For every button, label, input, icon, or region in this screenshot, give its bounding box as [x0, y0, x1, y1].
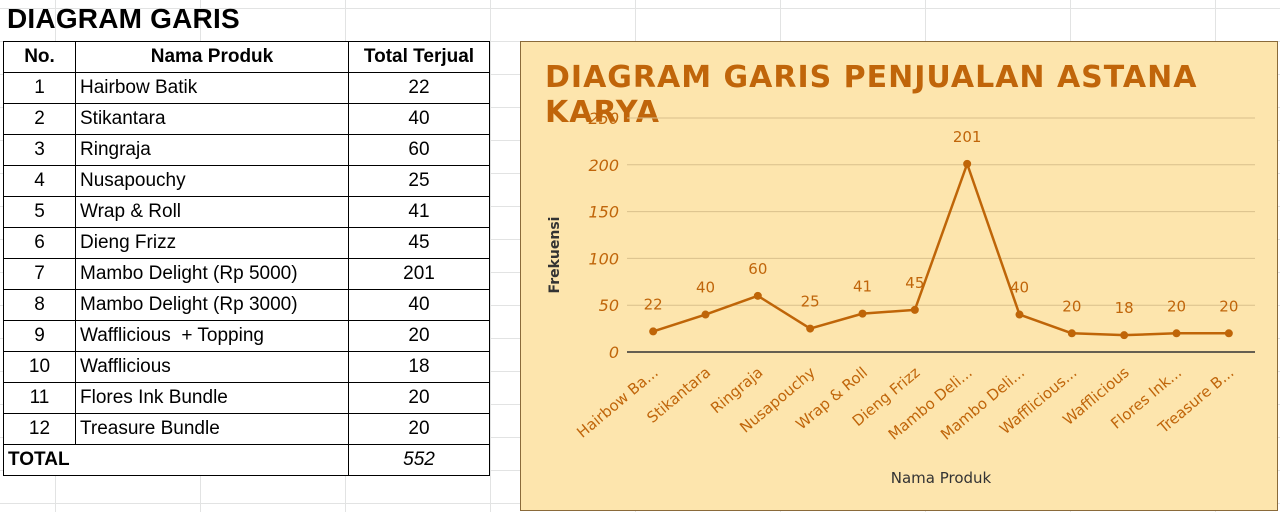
cell-product[interactable]: Flores Ink Bundle	[75, 382, 349, 414]
y-tick-label: 100	[588, 249, 619, 268]
data-label: 60	[748, 260, 767, 278]
x-tick-label: Hairbow Ba...	[573, 363, 661, 441]
data-label: 45	[905, 274, 924, 292]
cell-total[interactable]: 40	[348, 289, 490, 321]
header-no[interactable]: No.	[3, 41, 76, 73]
chart-title: DIAGRAM GARIS PENJUALAN ASTANA KARYA	[545, 60, 1198, 130]
table-row: 5 Wrap & Roll 41	[3, 196, 490, 228]
table-header-row: No. Nama Produk Total Terjual	[3, 41, 490, 73]
data-point	[1172, 329, 1181, 338]
cell-total[interactable]: 20	[348, 320, 490, 352]
cell-product[interactable]: Hairbow Batik	[75, 72, 349, 104]
cell-total[interactable]: 22	[348, 72, 490, 104]
data-label: 20	[1062, 297, 1081, 315]
table-row: 11 Flores Ink Bundle 20	[3, 382, 490, 414]
data-point	[806, 324, 815, 333]
table-row: 9 Wafflicious + Topping 20	[3, 320, 490, 352]
y-tick-label: 250	[588, 109, 619, 128]
table-total-row: TOTAL 552	[3, 444, 490, 476]
data-point	[1015, 310, 1024, 319]
table-row: 12 Treasure Bundle 20	[3, 413, 490, 445]
x-axis-label: Nama Produk	[891, 469, 992, 487]
data-point	[1120, 331, 1129, 340]
cell-no[interactable]: 12	[3, 413, 76, 445]
data-point	[963, 159, 972, 168]
total-label[interactable]: TOTAL	[3, 444, 349, 476]
cell-product[interactable]: Wafflicious + Topping	[75, 320, 349, 352]
total-value[interactable]: 552	[348, 444, 490, 476]
data-point	[649, 327, 658, 336]
data-label: 20	[1219, 297, 1238, 315]
table-row: 8 Mambo Delight (Rp 3000) 40	[3, 289, 490, 321]
cell-product[interactable]: Ringraja	[75, 134, 349, 166]
data-label: 201	[953, 128, 982, 146]
cell-product[interactable]: Stikantara	[75, 103, 349, 135]
cell-no[interactable]: 11	[3, 382, 76, 414]
chart-plot: 0 50 100 150 200 250 Frekuensi Nama Produk 22 40 6…	[547, 109, 1255, 487]
header-total-sold[interactable]: Total Terjual	[348, 41, 490, 73]
cell-no[interactable]: 5	[3, 196, 76, 228]
cell-total[interactable]: 25	[348, 165, 490, 197]
table-row: 6 Dieng Frizz 45	[3, 227, 490, 259]
y-tick-label: 0	[609, 343, 619, 362]
data-label: 20	[1167, 297, 1186, 315]
data-point	[910, 305, 919, 314]
cell-total[interactable]: 201	[348, 258, 490, 290]
data-point	[753, 291, 762, 300]
data-label: 18	[1115, 299, 1134, 317]
cell-no[interactable]: 10	[3, 351, 76, 383]
cell-total[interactable]: 20	[348, 382, 490, 414]
sheet-title: DIAGRAM GARIS	[7, 3, 240, 34]
cell-no[interactable]: 4	[3, 165, 76, 197]
data-label: 40	[1010, 279, 1029, 297]
data-label: 40	[696, 279, 715, 297]
cell-total[interactable]: 18	[348, 351, 490, 383]
data-point	[858, 309, 867, 318]
table-row: 10 Wafflicious 18	[3, 351, 490, 383]
table-row: 4 Nusapouchy 25	[3, 165, 490, 197]
cell-total[interactable]: 45	[348, 227, 490, 259]
data-point	[701, 310, 710, 319]
data-label: 22	[644, 295, 663, 313]
data-point	[1224, 329, 1233, 338]
cell-product[interactable]: Nusapouchy	[75, 165, 349, 197]
cell-total[interactable]: 40	[348, 103, 490, 135]
series-line	[652, 162, 1229, 337]
y-tick-label: 150	[588, 203, 619, 222]
cell-total[interactable]: 20	[348, 413, 490, 445]
y-tick-label: 200	[588, 156, 619, 175]
cell-no[interactable]: 9	[3, 320, 76, 352]
cell-product[interactable]: Mambo Delight (Rp 5000)	[75, 258, 349, 290]
cell-product[interactable]: Wrap & Roll	[75, 196, 349, 228]
cell-product[interactable]: Dieng Frizz	[75, 227, 349, 259]
cell-no[interactable]: 3	[3, 134, 76, 166]
cell-product[interactable]: Treasure Bundle	[75, 413, 349, 445]
data-point	[1067, 329, 1076, 338]
table-row: 1 Hairbow Batik 22	[3, 72, 490, 104]
y-axis-label: Frekuensi	[547, 217, 563, 294]
cell-no[interactable]: 6	[3, 227, 76, 259]
cell-total[interactable]: 41	[348, 196, 490, 228]
cell-no[interactable]: 7	[3, 258, 76, 290]
cell-no[interactable]: 2	[3, 103, 76, 135]
cell-total[interactable]: 60	[348, 134, 490, 166]
data-label: 41	[853, 278, 872, 296]
header-product-name[interactable]: Nama Produk	[75, 41, 349, 73]
table-row: 2 Stikantara 40	[3, 103, 490, 135]
line-chart[interactable]: DIAGRAM GARIS PENJUALAN ASTANA KARYA 0 50…	[520, 41, 1278, 511]
table-row: 7 Mambo Delight (Rp 5000) 201	[3, 258, 490, 290]
sales-table: No. Nama Produk Total Terjual 1 Hairbow B…	[3, 41, 490, 476]
cell-product[interactable]: Wafflicious	[75, 351, 349, 383]
cell-no[interactable]: 8	[3, 289, 76, 321]
data-label: 25	[801, 293, 820, 311]
table-row: 3 Ringraja 60	[3, 134, 490, 166]
y-tick-label: 50	[599, 296, 619, 315]
cell-product[interactable]: Mambo Delight (Rp 3000)	[75, 289, 349, 321]
cell-no[interactable]: 1	[3, 72, 76, 104]
